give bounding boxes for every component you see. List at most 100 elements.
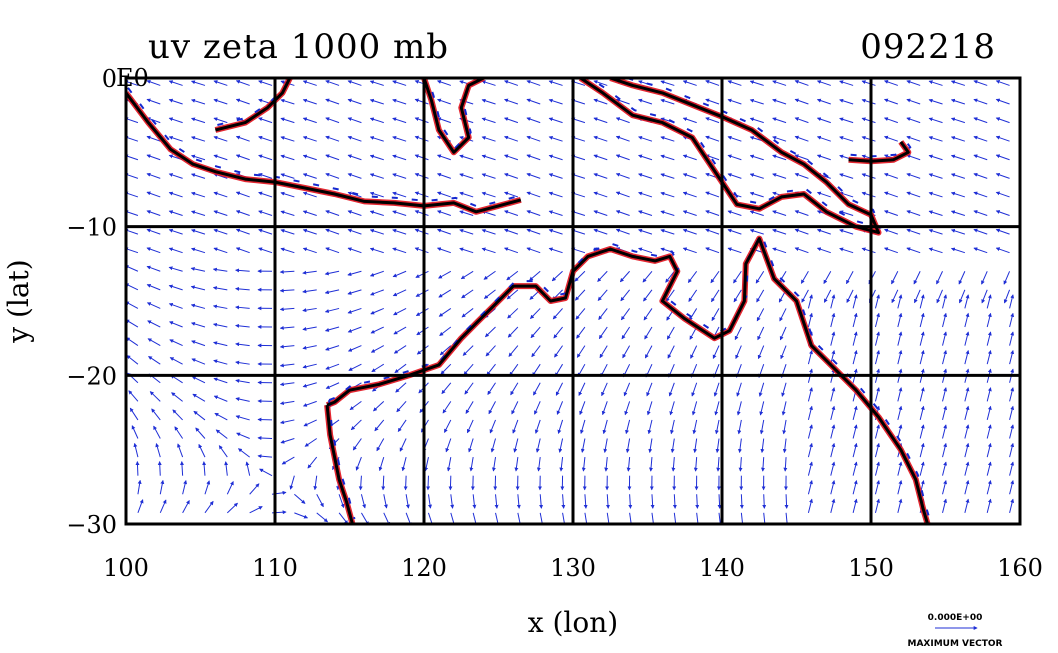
wind-vector	[928, 136, 943, 142]
wind-vector	[593, 135, 608, 142]
wind-vector	[436, 210, 451, 216]
wind-vector	[638, 191, 653, 198]
wind-vector	[237, 448, 250, 458]
wind-vector	[168, 284, 183, 291]
wind-vector	[192, 393, 206, 402]
wind-vector	[603, 438, 608, 453]
wind-vector	[487, 382, 496, 396]
wind-vector	[705, 210, 720, 216]
wind-vector	[874, 331, 880, 346]
wind-vector	[807, 349, 813, 365]
wind-vector	[235, 360, 250, 365]
wind-vector	[182, 480, 188, 495]
wind-vector	[883, 98, 898, 105]
wind-vector	[218, 445, 228, 458]
wind-vector	[995, 135, 1010, 142]
wind-vector	[727, 247, 742, 254]
wind-vector	[325, 363, 340, 370]
wind-vector	[1009, 461, 1015, 476]
wind-vector	[155, 443, 161, 458]
wind-vector	[964, 331, 970, 346]
wind-vector	[531, 345, 541, 358]
wind-vector	[647, 419, 653, 435]
wind-vector	[660, 191, 675, 198]
wind-vector	[548, 80, 563, 86]
wind-vector	[504, 247, 519, 254]
wind-vector	[779, 326, 787, 341]
wind-vector	[159, 479, 165, 495]
wind-vector	[506, 289, 519, 300]
wind-vector	[213, 154, 228, 161]
wind-vector	[749, 98, 764, 105]
wind-vector	[347, 98, 362, 105]
wind-vector	[369, 154, 384, 161]
wind-vector	[749, 173, 764, 179]
wind-vector	[593, 191, 608, 198]
wind-vector	[483, 289, 496, 299]
wind-vector	[601, 382, 608, 397]
wind-vector	[1009, 498, 1015, 513]
wind-vector	[801, 289, 809, 303]
wind-vector	[395, 382, 407, 393]
wind-vector	[891, 271, 899, 285]
wind-vector	[897, 387, 903, 402]
wind-vector	[705, 117, 720, 124]
wind-vector	[128, 390, 139, 402]
coastline-australia	[326, 237, 930, 524]
wind-vector	[986, 442, 992, 458]
wind-vector	[883, 247, 898, 254]
wind-vector	[682, 80, 697, 86]
wind-vector	[1009, 387, 1015, 402]
wind-vector	[906, 117, 921, 124]
wind-vector	[414, 117, 429, 124]
wind-vector	[687, 270, 698, 284]
wind-vector	[995, 154, 1010, 161]
wind-vector	[393, 307, 407, 316]
wind-vector	[692, 419, 698, 435]
wind-vector	[682, 191, 697, 198]
wind-vector	[258, 191, 273, 198]
wind-vector	[964, 405, 970, 421]
wind-vector	[597, 270, 608, 282]
wind-vector	[302, 117, 317, 124]
wind-vector	[259, 468, 273, 477]
wind-vector	[360, 494, 367, 509]
wind-vector	[153, 425, 161, 439]
wind-vector	[146, 80, 161, 86]
wind-vector	[964, 294, 970, 309]
wind-vector	[942, 294, 948, 309]
wind-vector	[783, 457, 788, 472]
wind-vector	[794, 247, 809, 254]
wind-vector	[146, 135, 161, 142]
wind-vector	[861, 191, 876, 198]
wind-vector	[973, 117, 988, 124]
wind-vector	[682, 210, 697, 216]
wind-vector	[598, 326, 608, 340]
wind-vector	[695, 494, 700, 509]
wind-vector	[782, 438, 787, 454]
wind-vector	[1009, 442, 1015, 458]
wind-vector	[883, 210, 898, 216]
wind-vector	[302, 135, 317, 142]
wind-vector	[289, 475, 295, 490]
wind-vector	[950, 117, 966, 124]
wind-vector	[906, 80, 921, 86]
wind-vector	[852, 480, 858, 495]
wind-vector	[534, 401, 541, 415]
wind-vector	[638, 173, 653, 179]
wind-vector	[489, 419, 496, 434]
wind-vector	[304, 438, 318, 447]
wind-vector	[358, 475, 363, 491]
wind-vector	[816, 80, 831, 86]
wind-vector	[682, 117, 697, 124]
wind-vector	[646, 382, 653, 397]
wind-vector	[548, 191, 563, 198]
wind-vector	[727, 98, 742, 105]
wind-vector	[986, 312, 992, 328]
x-axis: 100 110 120 130 140 150 160	[103, 554, 1043, 582]
wind-vector	[190, 266, 206, 272]
wind-vector	[126, 301, 139, 309]
wind-vector	[760, 438, 765, 454]
wind-vector	[780, 345, 787, 360]
coastlines	[126, 78, 930, 524]
